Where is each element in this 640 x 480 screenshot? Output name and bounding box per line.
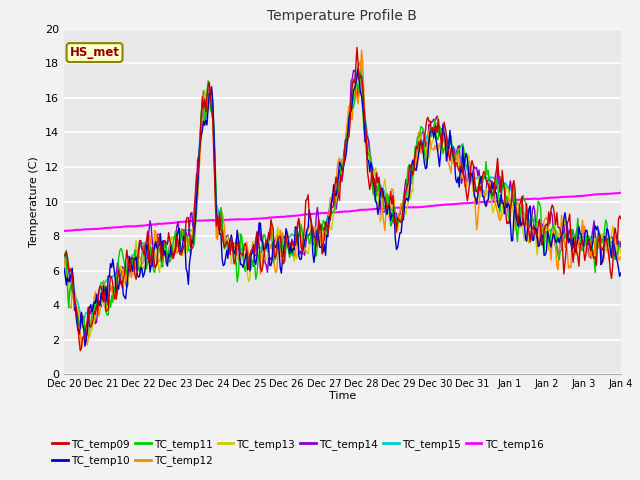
Legend: TC_temp09, TC_temp10, TC_temp11, TC_temp12, TC_temp13, TC_temp14, TC_temp15, TC_: TC_temp09, TC_temp10, TC_temp11, TC_temp…	[48, 435, 547, 470]
X-axis label: Time: Time	[329, 391, 356, 401]
Y-axis label: Temperature (C): Temperature (C)	[29, 156, 40, 247]
Text: HS_met: HS_met	[70, 46, 120, 59]
Title: Temperature Profile B: Temperature Profile B	[268, 10, 417, 24]
